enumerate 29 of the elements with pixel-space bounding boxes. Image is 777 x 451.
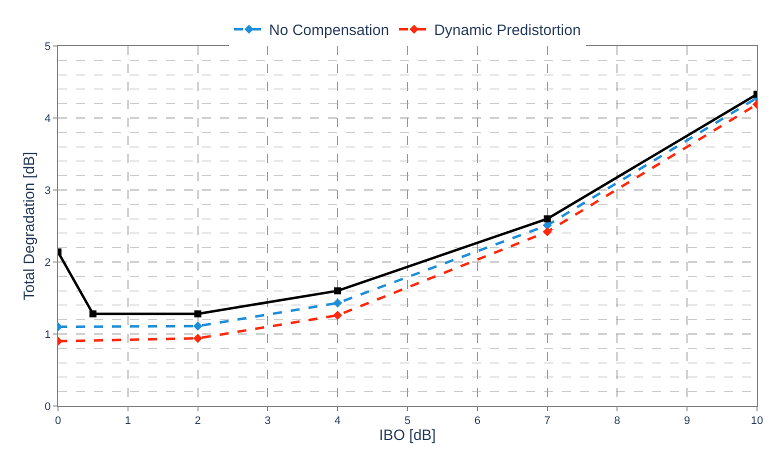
legend-label: No Compensation bbox=[269, 22, 390, 40]
x-tick-label: 3 bbox=[264, 415, 271, 428]
x-tick-label: 6 bbox=[474, 415, 480, 428]
y-tick-label: 1 bbox=[44, 328, 51, 341]
point bbox=[544, 215, 551, 222]
point bbox=[193, 322, 202, 331]
point bbox=[542, 227, 552, 236]
x-tick-label: 5 bbox=[404, 415, 411, 428]
point bbox=[334, 287, 342, 294]
x-tick-label: 1 bbox=[124, 415, 131, 428]
point bbox=[333, 298, 342, 308]
x-tick-label: 0 bbox=[54, 415, 62, 428]
x-tick-label: 10 bbox=[750, 415, 764, 428]
x-axis-title: IBO [dB] bbox=[379, 427, 436, 444]
x-tick-label: 9 bbox=[684, 415, 690, 428]
y-tick-label: 2 bbox=[44, 256, 51, 269]
x-tick-label: 7 bbox=[544, 415, 550, 428]
y-tick-label: 5 bbox=[44, 40, 51, 53]
y-axis-title: Total Degradation [dB] bbox=[20, 152, 38, 300]
point bbox=[193, 334, 202, 343]
point bbox=[333, 310, 342, 320]
y-tick-label: 0 bbox=[44, 400, 51, 413]
y-tick-label: 4 bbox=[44, 112, 51, 125]
x-tick-label: 4 bbox=[334, 415, 341, 428]
legend-label: Dynamic Predistortion bbox=[434, 22, 581, 40]
y-tick-label: 3 bbox=[44, 184, 51, 197]
point bbox=[194, 310, 202, 318]
x-tick-label: 2 bbox=[194, 415, 201, 428]
x-tick-label: 8 bbox=[614, 415, 620, 428]
